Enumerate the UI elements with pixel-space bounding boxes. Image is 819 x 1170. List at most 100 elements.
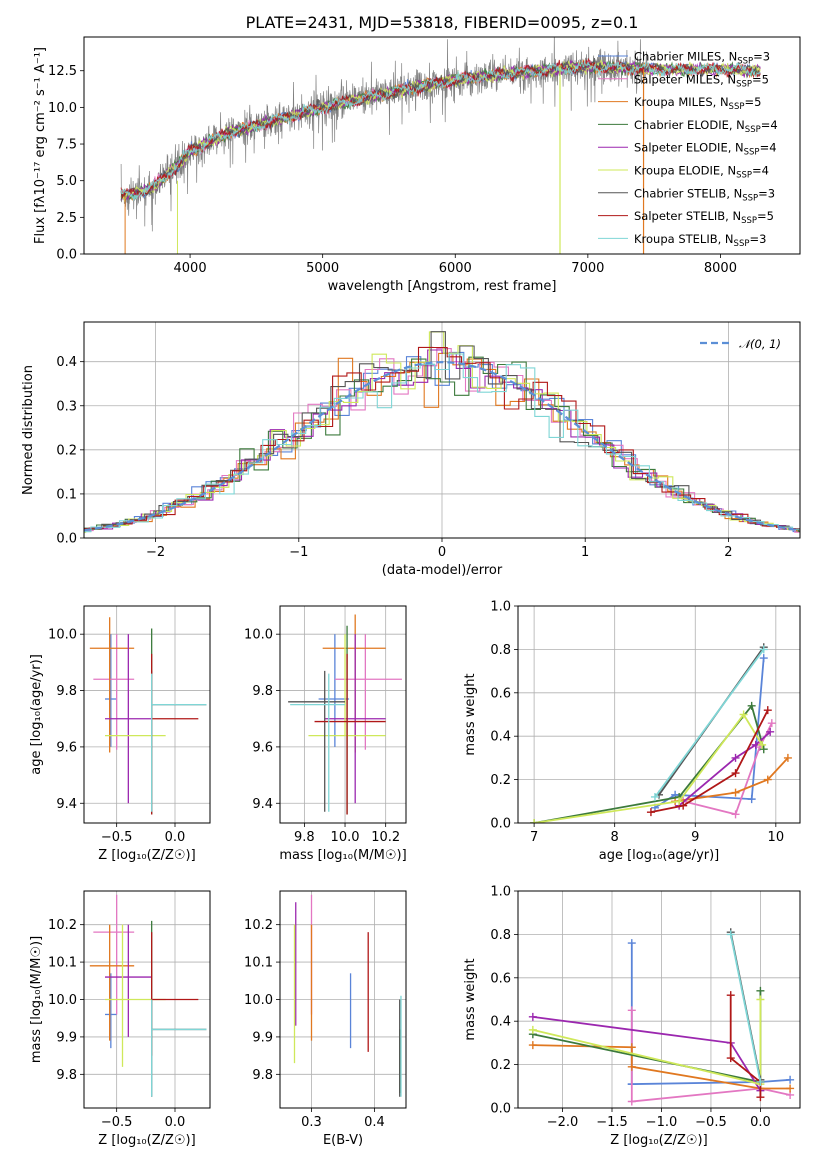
age-vs-mass-axes: 9.8 10.0 10.2 9.4 9.6 9.8 10.0 mass [log₁₀(M/M☉… (244, 605, 407, 863)
weight-marker (675, 797, 684, 806)
weight-marker (759, 654, 768, 663)
y-tick-label: 0.4 (490, 1015, 511, 1030)
y-tick-label: 10.2 (244, 918, 273, 933)
y-tick-label: 0.8 (490, 643, 511, 658)
residual-histogram (84, 331, 800, 533)
data-point (105, 973, 117, 1049)
x-tick-label: 7 (530, 830, 538, 845)
residuals-axes: −2 −1 0 1 2 0.0 0.1 0.2 0.3 0.4 (data-model)/error… (21, 321, 801, 578)
y-tick-label: 1.0 (490, 600, 511, 615)
weight-vs-Z-plot-area (528, 928, 795, 1106)
weight-marker (758, 740, 767, 749)
x-axis-label: E(B-V) (323, 1133, 363, 1148)
y-axis-label: age [log₁₀(age/yr)] (29, 654, 44, 775)
y-tick-label: 10.1 (244, 956, 273, 971)
spectrum-plot-area (120, 37, 761, 254)
data-point (290, 673, 346, 812)
y-tick-label: 10.0 (244, 628, 273, 643)
axes-frame (83, 321, 801, 539)
x-tick-label: 10 (768, 830, 785, 845)
residuals-plot-area (84, 331, 800, 534)
x-axis-label: Z [log₁₀(Z/Z☉)] (98, 1133, 195, 1148)
weight-marker (766, 727, 775, 736)
y-tick-label: 9.8 (252, 684, 273, 699)
y-tick-label: 0.2 (490, 1058, 511, 1073)
x-tick-label: −0.5 (101, 830, 133, 845)
x-tick-label: 10.0 (331, 830, 360, 845)
weight-line (533, 712, 763, 823)
x-axis-label: Z [log₁₀(Z/Z☉)] (98, 848, 195, 863)
weight-marker (756, 1093, 765, 1102)
y-axis-label: mass [log₁₀(M/M☉)] (29, 936, 44, 1063)
data-point (314, 653, 386, 815)
weight-marker (786, 1075, 795, 1084)
chart-title: PLATE=2431, MJD=53818, FIBERID=0095, z=0… (246, 13, 639, 32)
data-point (151, 999, 207, 1097)
x-axis-label: mass [log₁₀(M/M☉)] (279, 848, 406, 863)
weight-marker (731, 769, 740, 778)
legend-label: Kroupa ELODIE, NSSP=4 (634, 164, 769, 181)
y-tick-label: 10.0 (48, 993, 77, 1008)
y-tick-label: 0.4 (56, 355, 77, 370)
weight-marker (783, 753, 792, 762)
y-tick-label: 0.1 (56, 487, 77, 502)
x-tick-label: 4000 (174, 261, 207, 276)
y-tick-label: 5.0 (56, 174, 77, 189)
normal-curve (84, 360, 800, 532)
y-tick-label: 0.0 (56, 532, 77, 547)
mass-vs-Z-axes: −0.5 0.0 9.8 9.9 10.0 10.1 10.2 Z [log₁₀(Z/Z☉)]… (29, 890, 211, 1148)
y-tick-label: 10.0 (244, 993, 273, 1008)
y-axis-label: Flux [fλ10⁻¹⁷ erg cm⁻² s⁻¹ A⁻¹] (33, 47, 48, 244)
spectrum-axes: 4000 5000 6000 7000 8000 0.0 2.5 5.0 7.5 10.0 12.5… (33, 13, 801, 294)
weight-marker (726, 991, 735, 1000)
weight-marker (756, 995, 765, 1004)
weight-marker (767, 719, 776, 728)
legend-label: Chabrier MILES, NSSP=3 (634, 50, 770, 67)
x-tick-label: −2.0 (547, 1115, 579, 1130)
legend-label: 𝒩(0, 1) (739, 337, 781, 351)
weight-marker (528, 1025, 537, 1034)
x-tick-label: 0.4 (364, 1115, 385, 1130)
weight-line (654, 658, 765, 809)
weight-marker (747, 795, 756, 804)
legend-label: Salpeter ELODIE, NSSP=4 (634, 141, 777, 158)
y-tick-label: 0.2 (56, 443, 77, 458)
weight-marker (627, 939, 636, 948)
y-tick-label: 2.5 (56, 211, 77, 226)
x-axis-label: Z [log₁₀(Z/Z☉)] (610, 1133, 707, 1148)
axes-frame (83, 890, 211, 1109)
x-tick-label: 0.0 (165, 1115, 186, 1130)
weight-marker (627, 1097, 636, 1106)
axes-frame (517, 890, 801, 1109)
data-point (334, 634, 402, 750)
axes-frame (279, 890, 407, 1109)
axes-frame (517, 605, 801, 824)
weight-marker (731, 810, 740, 819)
data-point (324, 634, 386, 804)
axes-frame (83, 605, 211, 824)
weight-series (646, 706, 772, 817)
weight-line (650, 709, 769, 813)
age-vs-mass-plot-area (288, 614, 402, 815)
x-tick-label: 2 (724, 545, 732, 560)
x-tick-label: −0.5 (101, 1115, 133, 1130)
axes-frame (279, 605, 407, 824)
weight-marker (763, 775, 772, 784)
data-point (322, 614, 386, 753)
data-point (151, 673, 207, 812)
spectrum-legend: Chabrier MILES, NSSP=3 Salpeter MILES, NS… (598, 50, 778, 249)
data-point (105, 924, 152, 1037)
legend-label: Kroupa STELIB, NSSP=3 (634, 232, 766, 249)
x-tick-label: 8 (611, 830, 619, 845)
age-vs-Z-plot-area (89, 617, 207, 815)
y-tick-label: 10.2 (48, 918, 77, 933)
legend-label: Salpeter MILES, NSSP=5 (634, 72, 769, 89)
legend-label: Kroupa MILES, NSSP=5 (634, 95, 761, 112)
legend-label: Chabrier ELODIE, NSSP=4 (634, 118, 778, 135)
weight-line (678, 731, 771, 807)
data-point (89, 924, 135, 1041)
x-tick-label: 8000 (704, 261, 737, 276)
weight-series (671, 753, 792, 806)
x-tick-label: −2 (146, 545, 165, 560)
